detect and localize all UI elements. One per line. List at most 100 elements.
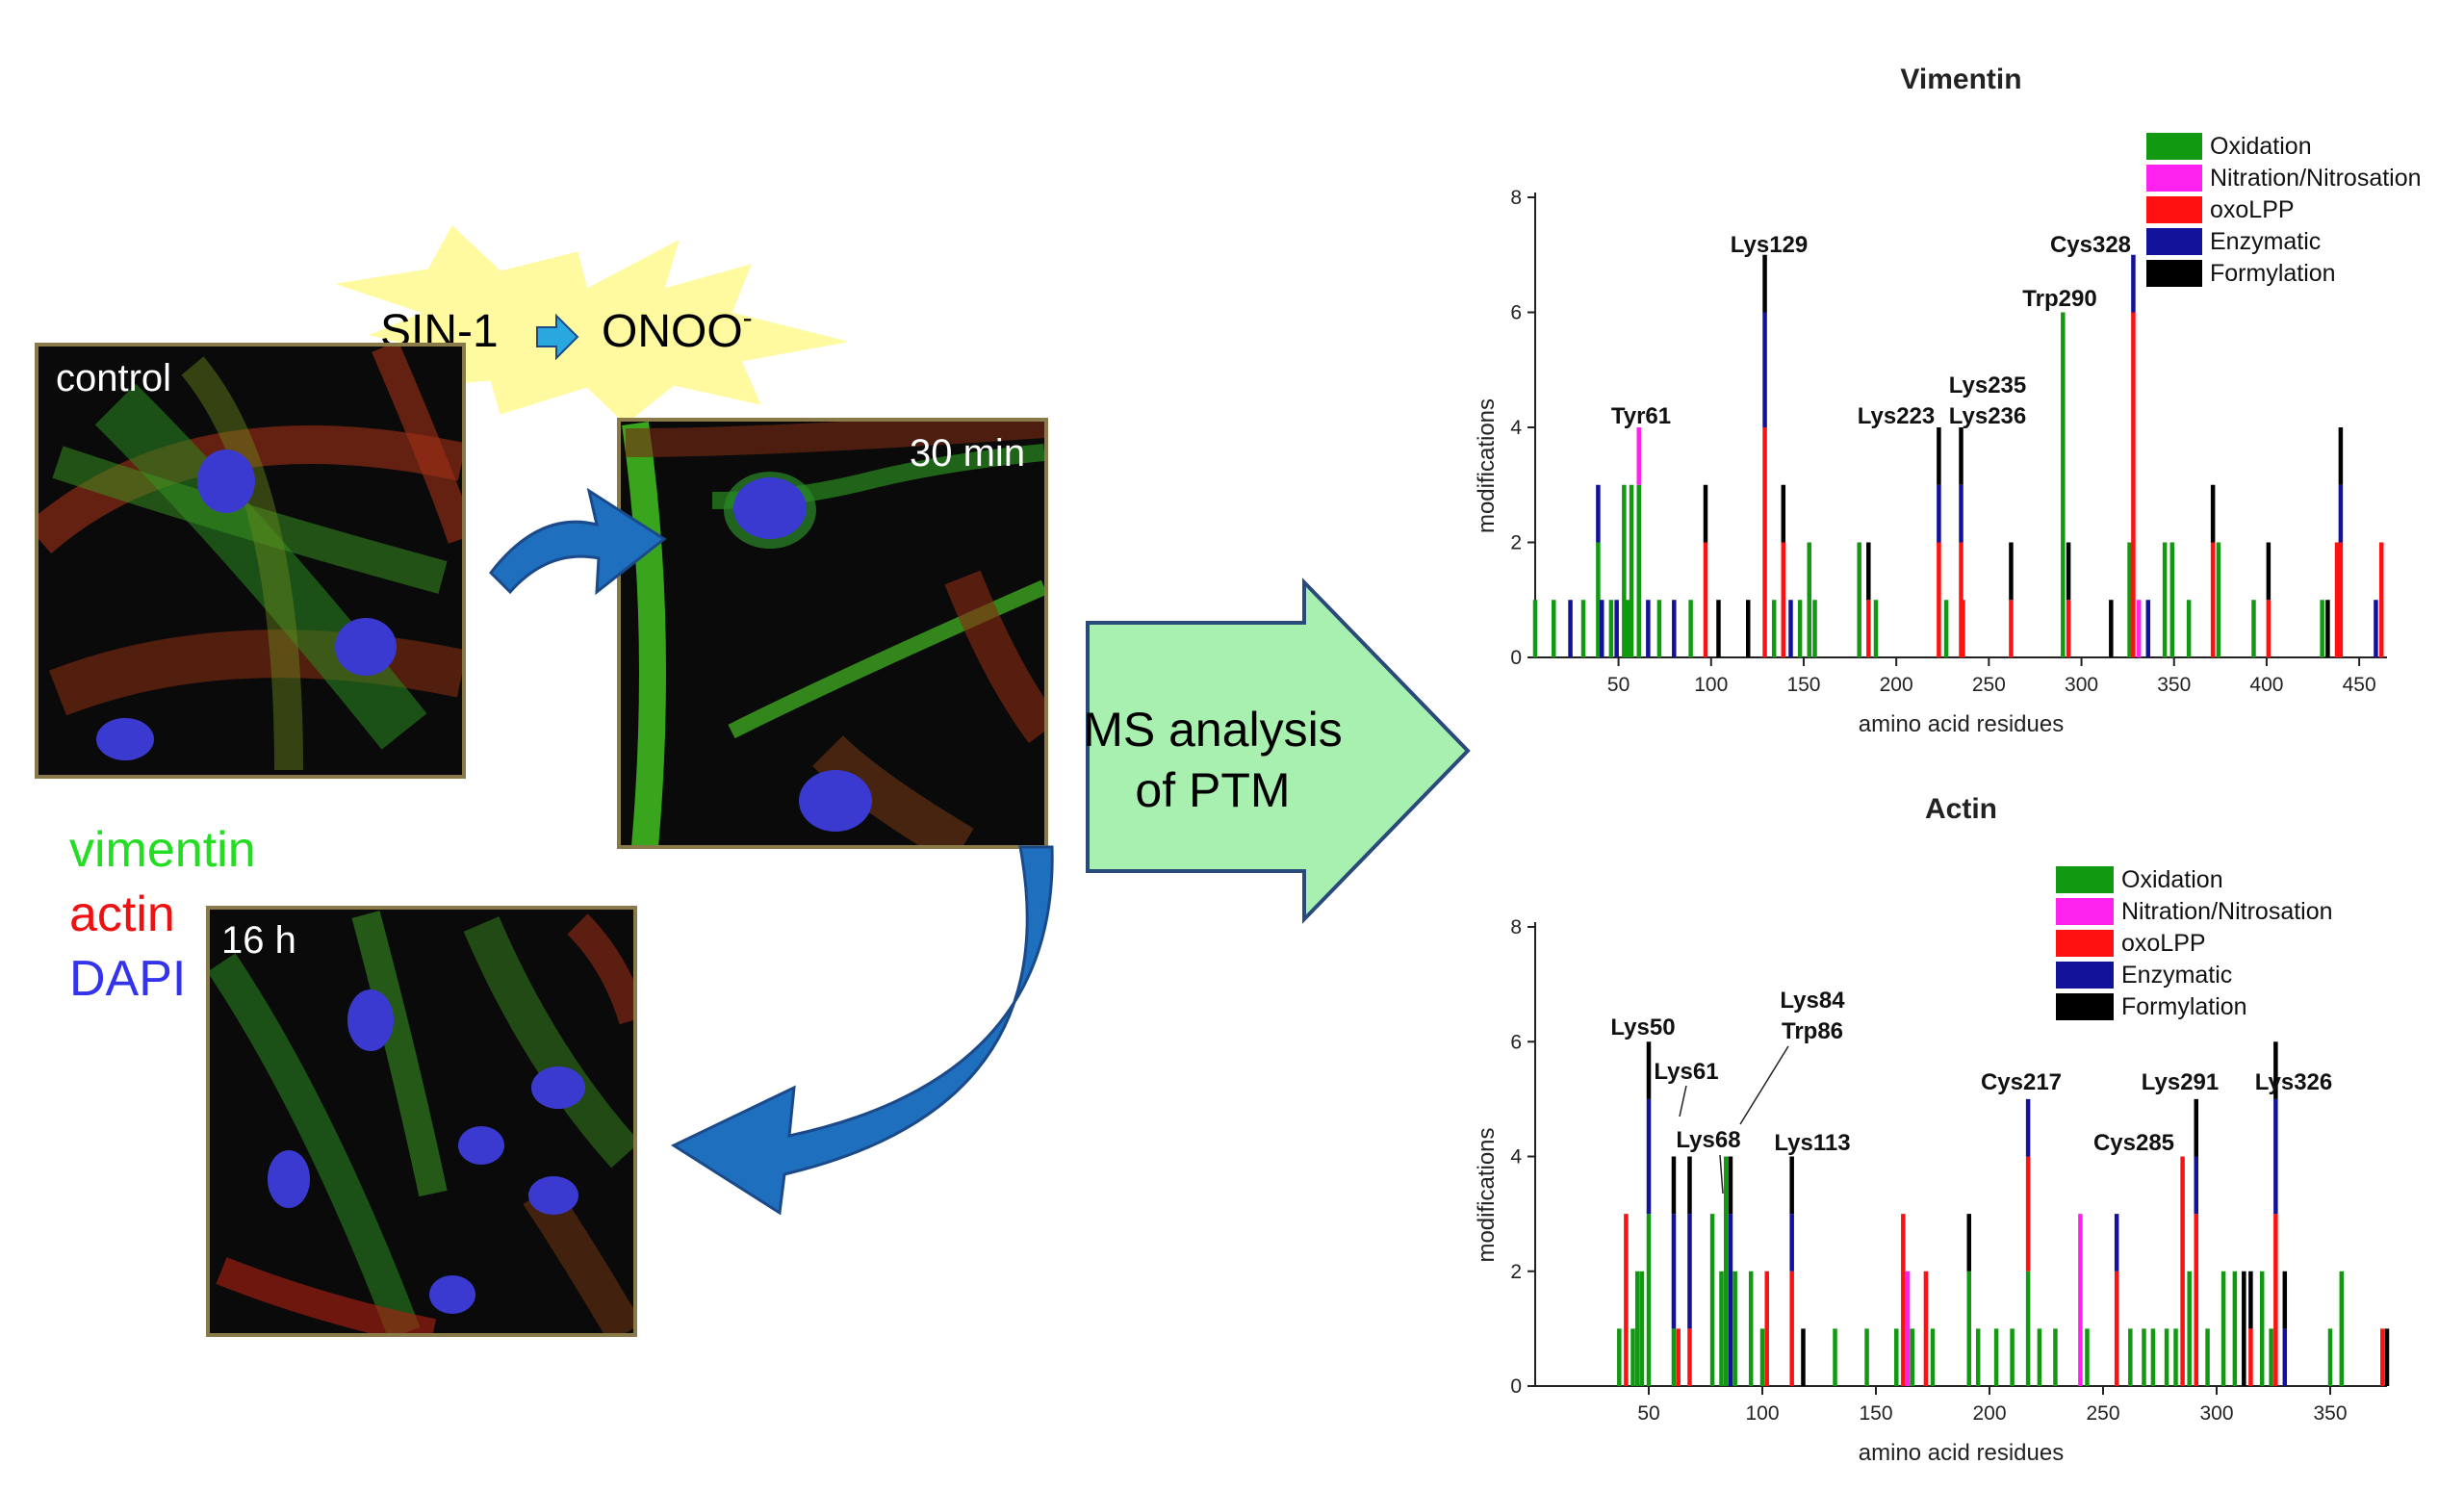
x-tick-label: 250 [1972, 674, 2006, 696]
ms-arrow-line1: MS analysis [1083, 703, 1343, 757]
bar-segment-oxolpp [2334, 542, 2340, 657]
bar-segment-oxolpp [2338, 542, 2344, 657]
bar-segment-enzymatic [1671, 1214, 1677, 1329]
bar-segment-formylation [2282, 1271, 2288, 1329]
bar-segment-oxolpp [1676, 1328, 1681, 1386]
bar-segment-oxidation [1551, 600, 1556, 657]
x-tick-label: 400 [2249, 674, 2283, 696]
bar-segment-oxidation [2173, 1328, 2178, 1386]
bar-segment-formylation [2338, 427, 2344, 485]
bar-segment-enzymatic [2194, 1156, 2199, 1215]
bar-segment-oxolpp [2025, 1156, 2031, 1272]
bar-segment-formylation [1801, 1328, 1806, 1386]
residue-label: Lys236 [1949, 403, 2027, 429]
ms-arrow-shape [1086, 578, 1471, 924]
chart-legend: Oxidation Nitration/Nitrosation oxoLPP Enzy… [2056, 866, 2333, 1020]
x-tick-label: 100 [1694, 674, 1728, 696]
residue-label: Lys235 [1949, 372, 2027, 398]
bar-segment-enzymatic [1646, 600, 1651, 657]
bar-segment-oxidation [2339, 1271, 2345, 1386]
bar-segment-oxolpp [2131, 312, 2136, 657]
bar-segment-oxidation [1608, 600, 1614, 657]
x-axis-label: amino acid residues [1859, 1440, 2064, 1466]
bar-segment-oxolpp [2066, 600, 2071, 657]
panel-control: control [35, 343, 466, 779]
bar-segment-oxolpp [1764, 1271, 1769, 1386]
bar-segment-oxolpp [2210, 542, 2216, 657]
residue-label: Cys285 [2093, 1130, 2174, 1156]
bar-segment-oxidation [2142, 1328, 2146, 1386]
bar-segment-formylation [1789, 1156, 1794, 1215]
x-tick-label: 50 [1607, 674, 1630, 696]
stain-vimentin: vimentin [69, 822, 256, 878]
bar-segment-enzymatic [1789, 1214, 1794, 1272]
leader-line [1679, 1085, 1687, 1118]
chart-title: Vimentin [1900, 64, 2021, 95]
bar-segment-oxidation [1532, 600, 1538, 657]
bar-segment-oxolpp [2273, 1214, 2278, 1386]
bar-segment-oxolpp [1961, 600, 1965, 657]
bar-segment-oxidation [1723, 1156, 1729, 1386]
product-base: ONOO [602, 306, 743, 357]
x-tick-label: 100 [1745, 1402, 1779, 1425]
legend-label: Oxidation [2121, 866, 2223, 893]
bar-segment-oxidation [1625, 600, 1630, 657]
bar-segment-formylation [2266, 542, 2272, 601]
bar-segment-oxidation [1833, 1328, 1837, 1386]
legend-swatch [2056, 993, 2114, 1020]
panel-control-image [38, 347, 462, 771]
bar-segment-oxolpp [1762, 427, 1767, 657]
bar-segment-formylation [2384, 1328, 2390, 1386]
y-tick-label: 6 [1510, 302, 1522, 324]
bar-segment-nitration-nitrosation [2078, 1214, 2083, 1386]
panel-label: 16 h [221, 919, 296, 962]
legend-label: Nitration/Nitrosation [2121, 898, 2333, 925]
product-charge: - [743, 302, 753, 334]
y-tick-label: 6 [1510, 1031, 1522, 1053]
bar-segment-enzymatic [1937, 484, 1941, 543]
panel-16h-image [210, 911, 633, 1333]
bar-segment-oxidation [1732, 1271, 1737, 1386]
bar-segment-oxidation [1630, 1328, 1635, 1386]
legend-label: Formylation [2121, 993, 2247, 1020]
bar-segment-oxidation [1910, 1328, 1915, 1386]
bar-segment-oxolpp [1937, 542, 1941, 657]
bar-segment-oxidation [1596, 542, 1601, 657]
bar-segment-oxidation [1807, 542, 1811, 657]
legend-label: Enzymatic [2210, 228, 2321, 255]
bar-segment-oxidation [1943, 600, 1949, 657]
bar-segment-oxidation [1864, 1328, 1869, 1386]
bar-segment-formylation [1746, 600, 1751, 657]
bar-segment-oxidation [2205, 1328, 2210, 1386]
bar-segment-formylation [1728, 1156, 1733, 1215]
bar-segment-oxidation [2327, 1328, 2333, 1386]
bar-segment-oxidation [2037, 1328, 2042, 1386]
bar-segment-oxidation [1857, 542, 1861, 657]
bar-segment-oxidation [2025, 1271, 2031, 1386]
bar-segment-enzymatic [2025, 1098, 2031, 1157]
x-tick-label: 200 [1972, 1402, 2006, 1425]
bar-segment-oxidation [2320, 600, 2324, 657]
legend-swatch [2056, 930, 2114, 957]
bar-segment-oxidation [1873, 600, 1879, 657]
bar-segment-oxidation [1688, 600, 1693, 657]
chart-title: Actin [1925, 793, 1997, 825]
stain-actin: actin [69, 886, 175, 942]
bar-segment-oxidation [1636, 484, 1641, 657]
bar-segment-formylation [1687, 1156, 1692, 1215]
residue-label: Lys50 [1610, 1015, 1675, 1040]
x-tick-label: 250 [2086, 1402, 2119, 1425]
bar-segment-enzymatic [1687, 1214, 1692, 1329]
legend-swatch [2146, 260, 2202, 287]
bar-segment-formylation [1762, 254, 1767, 313]
leader-line [1739, 1045, 1789, 1125]
curved-arrow-icon [489, 487, 667, 596]
bar-segment-oxidation [2150, 1328, 2156, 1386]
legend-label: Oxidation [2210, 133, 2312, 160]
residue-label: Tyr61 [1611, 403, 1671, 429]
bar-segment-oxidation [2010, 1328, 2015, 1386]
bar-segment-enzymatic [2273, 1098, 2278, 1215]
stain-legend: vimentin actin DAPI [69, 822, 256, 1007]
bar-segment-oxolpp [1923, 1271, 1929, 1386]
